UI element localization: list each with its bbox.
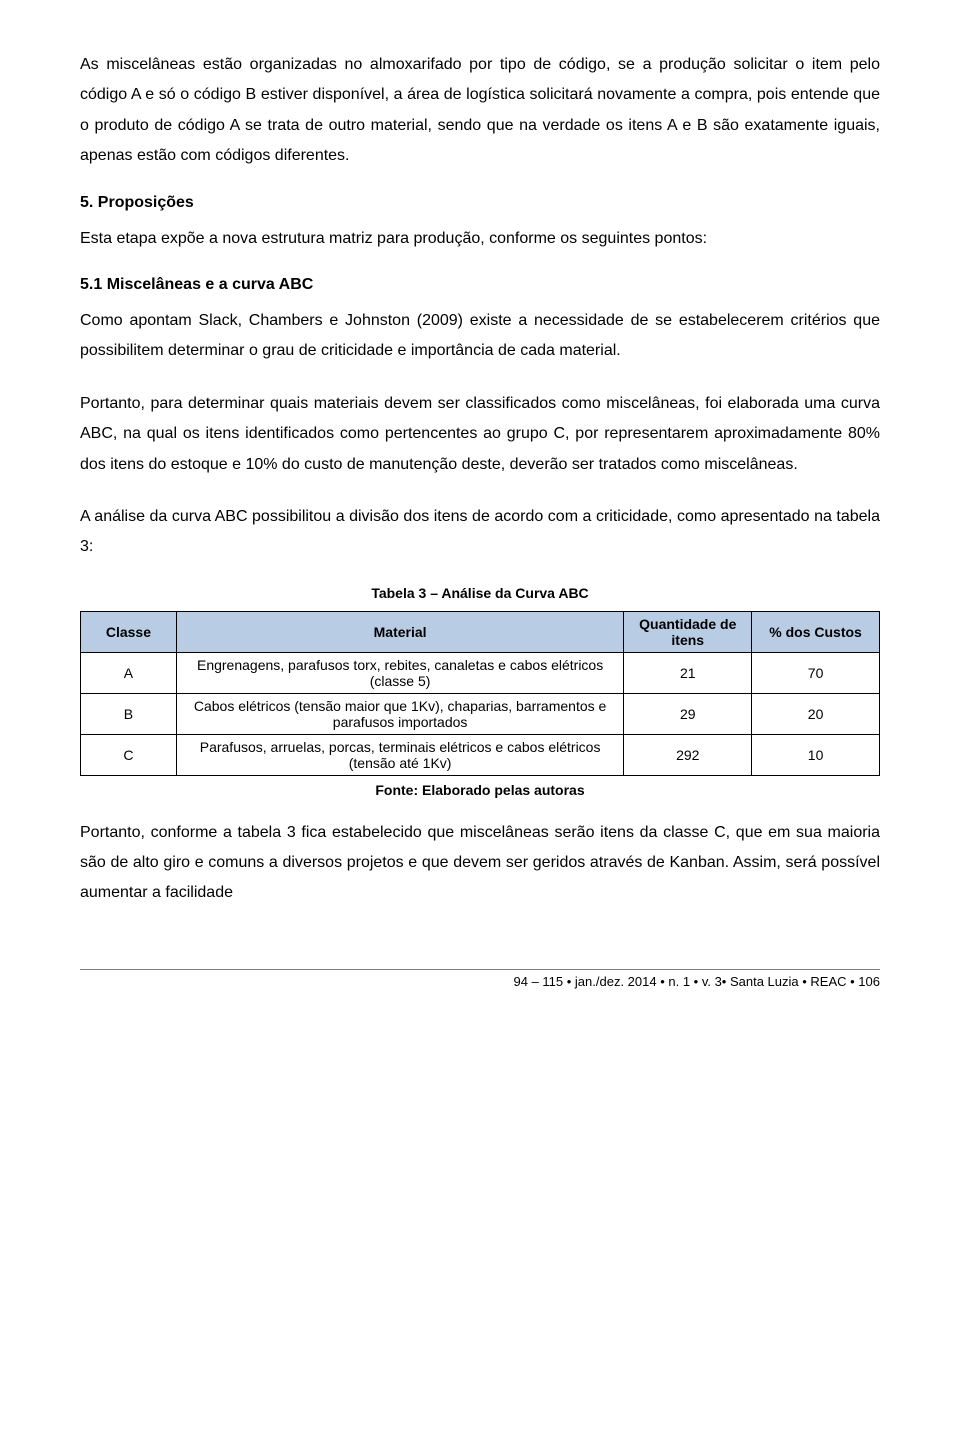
table-header-cell: Material	[176, 611, 623, 652]
body-paragraph: A análise da curva ABC possibilitou a di…	[80, 502, 880, 563]
table-row: A Engrenagens, parafusos torx, rebites, …	[81, 652, 880, 693]
table-cell: 292	[624, 734, 752, 775]
table-cell: 70	[752, 652, 880, 693]
section-heading: 5. Proposições	[80, 194, 880, 212]
table-cell: Cabos elétricos (tensão maior que 1Kv), …	[176, 693, 623, 734]
abc-analysis-table: Classe Material Quantidade de itens % do…	[80, 611, 880, 776]
body-paragraph: As miscelâneas estão organizadas no almo…	[80, 50, 880, 172]
footer-divider	[80, 969, 880, 970]
table-caption: Tabela 3 – Análise da Curva ABC	[80, 585, 880, 601]
table-header-cell: Quantidade de itens	[624, 611, 752, 652]
body-paragraph: Portanto, para determinar quais materiai…	[80, 389, 880, 480]
table-cell: 29	[624, 693, 752, 734]
table-row: B Cabos elétricos (tensão maior que 1Kv)…	[81, 693, 880, 734]
table-header-row: Classe Material Quantidade de itens % do…	[81, 611, 880, 652]
table-cell: B	[81, 693, 177, 734]
table-cell: 10	[752, 734, 880, 775]
table-cell: Engrenagens, parafusos torx, rebites, ca…	[176, 652, 623, 693]
table-row: C Parafusos, arruelas, porcas, terminais…	[81, 734, 880, 775]
body-paragraph: Esta etapa expõe a nova estrutura matriz…	[80, 224, 880, 254]
table-cell: Parafusos, arruelas, porcas, terminais e…	[176, 734, 623, 775]
table-header-cell: Classe	[81, 611, 177, 652]
subsection-heading: 5.1 Miscelâneas e a curva ABC	[80, 276, 880, 294]
table-cell: C	[81, 734, 177, 775]
page-footer: 94 – 115 • jan./dez. 2014 • n. 1 • v. 3•…	[80, 974, 880, 989]
table-cell: 21	[624, 652, 752, 693]
table-cell: A	[81, 652, 177, 693]
table-source: Fonte: Elaborado pelas autoras	[80, 782, 880, 798]
footer-content: 94 – 115 • jan./dez. 2014 • n. 1 • v. 3•…	[514, 974, 881, 989]
body-paragraph: Portanto, conforme a tabela 3 fica estab…	[80, 818, 880, 909]
body-paragraph: Como apontam Slack, Chambers e Johnston …	[80, 306, 880, 367]
table-cell: 20	[752, 693, 880, 734]
table-header-cell: % dos Custos	[752, 611, 880, 652]
